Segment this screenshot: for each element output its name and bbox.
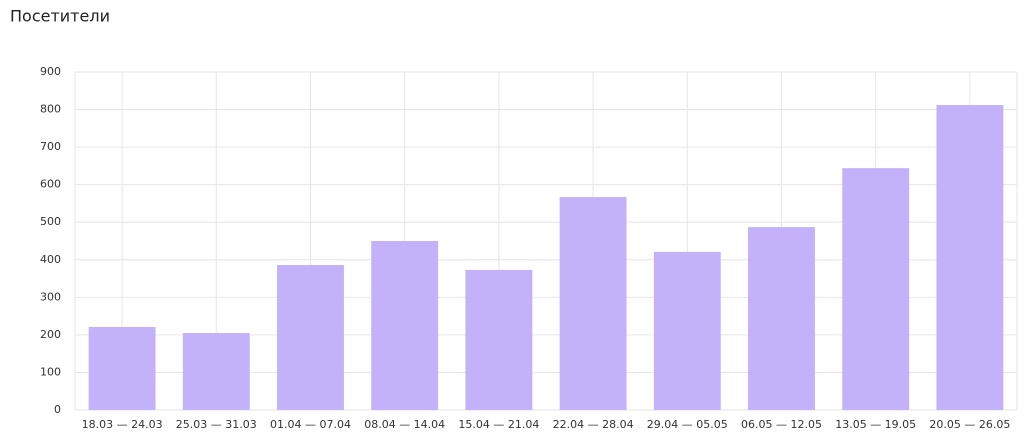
y-tick-label: 0 xyxy=(54,403,61,416)
y-tick-label: 600 xyxy=(40,178,61,191)
bar xyxy=(88,327,156,410)
y-tick-label: 900 xyxy=(40,65,61,78)
x-tick-label: 22.04 — 28.04 xyxy=(553,418,634,431)
y-tick-label: 100 xyxy=(40,365,61,378)
bar xyxy=(559,197,627,410)
x-tick-label: 01.04 — 07.04 xyxy=(270,418,351,431)
bar xyxy=(182,333,250,410)
bar xyxy=(748,227,815,410)
x-tick-label: 18.03 — 24.03 xyxy=(82,418,163,431)
x-tick-label: 08.04 — 14.04 xyxy=(364,418,445,431)
x-tick-label: 13.05 — 19.05 xyxy=(835,418,916,431)
bar xyxy=(465,269,533,410)
y-tick-label: 800 xyxy=(40,103,61,116)
x-tick-label: 06.05 — 12.05 xyxy=(741,418,822,431)
bar xyxy=(277,265,344,410)
y-tick-label: 700 xyxy=(40,140,61,153)
y-tick-label: 500 xyxy=(40,215,61,228)
bar xyxy=(936,105,1004,410)
x-tick-label: 20.05 — 26.05 xyxy=(929,418,1010,431)
bar xyxy=(371,241,439,410)
x-tick-label: 15.04 — 21.04 xyxy=(458,418,539,431)
y-tick-label: 200 xyxy=(40,328,61,341)
y-tick-label: 300 xyxy=(40,290,61,303)
y-tick-label: 400 xyxy=(40,253,61,266)
bar xyxy=(842,168,910,410)
chart-title: Посетители xyxy=(10,7,110,26)
bar xyxy=(653,251,721,410)
x-tick-label: 25.03 — 31.03 xyxy=(176,418,257,431)
x-tick-label: 29.04 — 05.05 xyxy=(647,418,728,431)
